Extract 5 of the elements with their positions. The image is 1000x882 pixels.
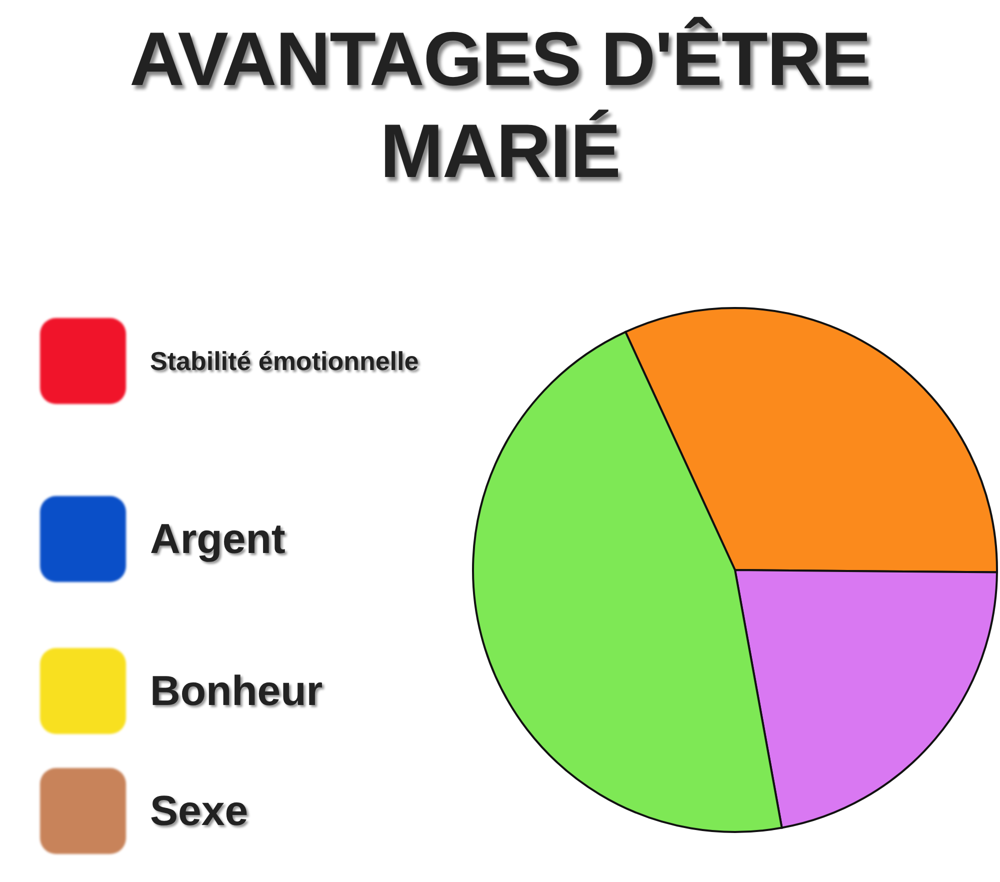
legend-label: Bonheur <box>150 667 323 715</box>
legend-label: Sexe <box>150 787 248 835</box>
legend-label: Argent <box>150 515 286 563</box>
chart-title: AVANTAGES D'ÊTRE MARIÉ <box>128 16 872 196</box>
category-label: Stabilité émotionnelle <box>150 346 419 376</box>
